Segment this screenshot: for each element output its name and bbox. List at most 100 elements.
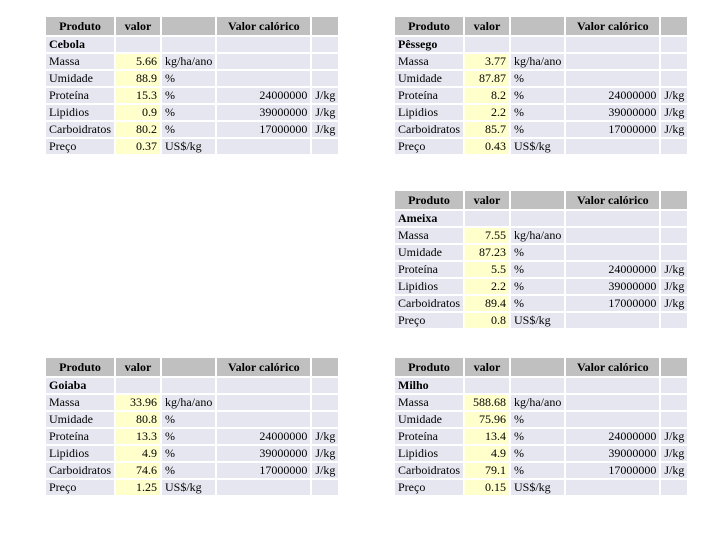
unit-cell: % bbox=[162, 463, 216, 478]
empty-cell bbox=[465, 37, 509, 52]
value-cell: 75.96 bbox=[465, 412, 509, 427]
caloric-unit-cell bbox=[312, 412, 339, 427]
caloric-value-cell bbox=[566, 228, 660, 243]
column-header-empty bbox=[162, 358, 216, 376]
caloric-value-cell bbox=[566, 71, 660, 86]
value-cell: 4.9 bbox=[465, 446, 509, 461]
row-label-cell: Preço bbox=[395, 313, 463, 328]
column-header-empty bbox=[162, 17, 216, 35]
row-label-cell: Proteína bbox=[395, 88, 463, 103]
caloric-unit-cell bbox=[661, 139, 688, 154]
unit-cell: % bbox=[511, 446, 565, 461]
table-row: Proteína 13.4% 24000000 J/kg bbox=[395, 429, 688, 444]
value-cell: 80.8 bbox=[116, 412, 160, 427]
column-header-valor-calorico: Valor calórico bbox=[566, 17, 660, 35]
column-header-valor: valor bbox=[465, 358, 509, 376]
caloric-value-cell bbox=[566, 480, 660, 495]
row-label-cell: Massa bbox=[395, 395, 463, 410]
caloric-value-cell: 24000000 bbox=[217, 429, 311, 444]
unit-cell: % bbox=[162, 446, 216, 461]
caloric-unit-cell: J/kg bbox=[312, 446, 339, 461]
unit-cell: US$/kg bbox=[511, 480, 565, 495]
row-label-cell: Proteína bbox=[395, 429, 463, 444]
value-cell: 85.7 bbox=[465, 122, 509, 137]
caloric-value-cell: 17000000 bbox=[566, 296, 660, 311]
table-row: Proteína 8.2% 24000000 J/kg bbox=[395, 88, 688, 103]
empty-cell bbox=[511, 378, 565, 393]
value-cell: 88.9 bbox=[116, 71, 160, 86]
column-header-produto: Produto bbox=[395, 17, 463, 35]
caloric-unit-cell bbox=[312, 139, 339, 154]
row-label-cell: Lipidios bbox=[395, 446, 463, 461]
column-header-empty bbox=[511, 191, 565, 209]
unit-cell: % bbox=[162, 412, 216, 427]
caloric-value-cell bbox=[217, 412, 311, 427]
unit-cell: % bbox=[162, 88, 216, 103]
value-cell: 1.25 bbox=[116, 480, 160, 495]
caloric-unit-cell bbox=[661, 71, 688, 86]
unit-cell: % bbox=[511, 463, 565, 478]
caloric-value-cell: 17000000 bbox=[217, 122, 311, 137]
caloric-unit-cell: J/kg bbox=[661, 88, 688, 103]
row-label-cell: Carboidratos bbox=[395, 463, 463, 478]
column-header-produto: Produto bbox=[395, 191, 463, 209]
caloric-value-cell bbox=[217, 139, 311, 154]
row-label-cell: Massa bbox=[395, 228, 463, 243]
header-row: Produto valor Valor calórico bbox=[46, 17, 339, 35]
table-row: Preço 0.37 US$/kg bbox=[46, 139, 339, 154]
product-table-cebola: Produto valor Valor calórico Cebola Massa 5.6… bbox=[44, 15, 340, 156]
row-label-cell: Carboidratos bbox=[46, 122, 114, 137]
empty-cell bbox=[116, 378, 160, 393]
caloric-value-cell: 39000000 bbox=[217, 105, 311, 120]
caloric-value-cell bbox=[566, 313, 660, 328]
unit-cell: kg/ha/ano bbox=[162, 54, 216, 69]
unit-cell: US$/kg bbox=[162, 480, 216, 495]
table-row: Proteína 13.3% 24000000 J/kg bbox=[46, 429, 339, 444]
product-table-goiaba: Produto valor Valor calórico Goiaba Massa 33.… bbox=[44, 356, 340, 497]
caloric-unit-cell bbox=[661, 395, 688, 410]
unit-cell: % bbox=[511, 88, 565, 103]
table-row: Umidade 87.23% bbox=[395, 245, 688, 260]
empty-cell bbox=[116, 37, 160, 52]
empty-cell bbox=[217, 37, 311, 52]
product-name-row: Ameixa bbox=[395, 211, 688, 226]
unit-cell: % bbox=[511, 412, 565, 427]
row-label-cell: Proteína bbox=[46, 88, 114, 103]
product-name-cell: Pêssego bbox=[395, 37, 463, 52]
row-label-cell: Carboidratos bbox=[395, 296, 463, 311]
column-header-valor-calorico: Valor calórico bbox=[566, 191, 660, 209]
unit-cell: % bbox=[162, 122, 216, 137]
product-name-cell: Cebola bbox=[46, 37, 114, 52]
value-cell: 0.37 bbox=[116, 139, 160, 154]
table-row: Massa 7.55 kg/ha/ano bbox=[395, 228, 688, 243]
caloric-value-cell: 39000000 bbox=[566, 279, 660, 294]
caloric-value-cell: 24000000 bbox=[566, 88, 660, 103]
unit-cell: % bbox=[511, 429, 565, 444]
row-label-cell: Preço bbox=[46, 480, 114, 495]
table-row: Massa 3.77 kg/ha/ano bbox=[395, 54, 688, 69]
caloric-unit-cell bbox=[661, 412, 688, 427]
column-header-empty bbox=[661, 358, 688, 376]
caloric-value-cell bbox=[566, 395, 660, 410]
product-name-cell: Goiaba bbox=[46, 378, 114, 393]
product-name-cell: Milho bbox=[395, 378, 463, 393]
unit-cell: % bbox=[162, 71, 216, 86]
empty-cell bbox=[511, 37, 565, 52]
caloric-value-cell: 24000000 bbox=[566, 262, 660, 277]
table-row: Umidade 88.9% bbox=[46, 71, 339, 86]
value-cell: 74.6 bbox=[116, 463, 160, 478]
row-label-cell: Umidade bbox=[395, 245, 463, 260]
unit-cell: % bbox=[511, 279, 565, 294]
caloric-unit-cell bbox=[312, 395, 339, 410]
product-table-pessego: Produto valor Valor calórico Pêssego Massa 3.… bbox=[393, 15, 689, 156]
unit-cell: US$/kg bbox=[162, 139, 216, 154]
value-cell: 0.15 bbox=[465, 480, 509, 495]
row-label-cell: Preço bbox=[46, 139, 114, 154]
unit-cell: % bbox=[511, 245, 565, 260]
value-cell: 87.87 bbox=[465, 71, 509, 86]
row-label-cell: Lipidios bbox=[46, 105, 114, 120]
table-row: Lipidios 4.9% 39000000 J/kg bbox=[46, 446, 339, 461]
value-cell: 4.9 bbox=[116, 446, 160, 461]
table-row: Massa 33.96 kg/ha/ano bbox=[46, 395, 339, 410]
empty-cell bbox=[465, 378, 509, 393]
